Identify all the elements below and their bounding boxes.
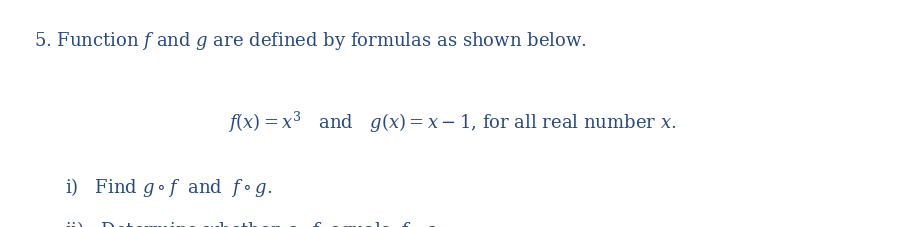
- Text: i)   Find $g \circ f$  and  $f \circ g$.: i) Find $g \circ f$ and $f \circ g$.: [65, 175, 272, 198]
- Text: ii)   Determine whether $g \circ f$  equals  $f \circ g$.: ii) Determine whether $g \circ f$ equals…: [65, 218, 441, 227]
- Text: 5. Function $f$ and $g$ are defined by formulas as shown below.: 5. Function $f$ and $g$ are defined by f…: [34, 30, 587, 51]
- Text: $f(x) = x^3$   and   $g(x) = x - 1$, for all real number $x$.: $f(x) = x^3$ and $g(x) = x - 1$, for all…: [228, 109, 677, 134]
